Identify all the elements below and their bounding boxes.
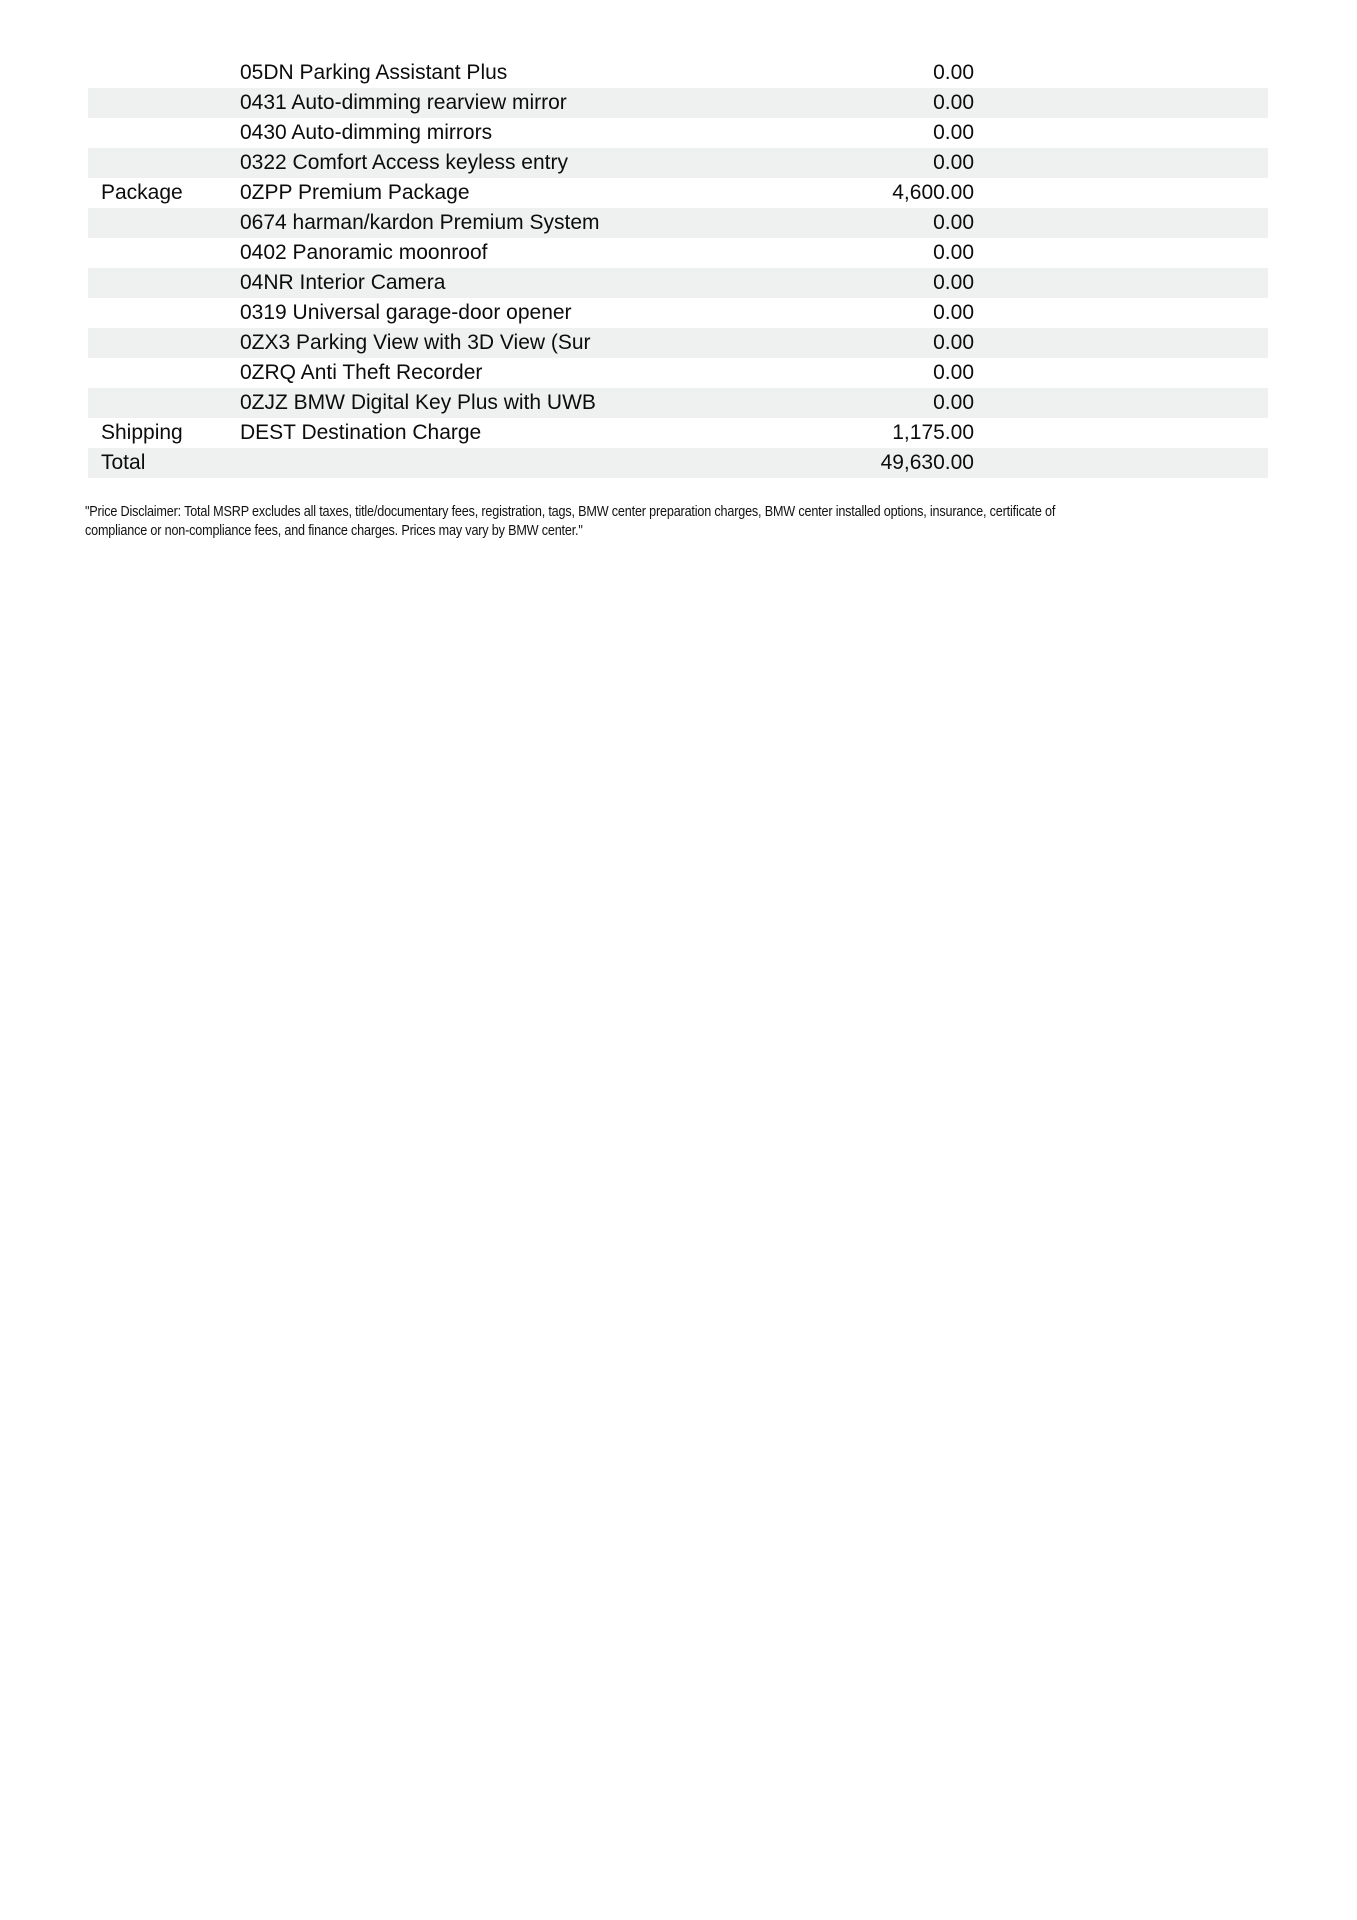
row-category-label: Total (101, 451, 146, 474)
row-price-value: 1,175.00 (892, 421, 974, 444)
pricing-table: 05DN Parking Assistant Plus 0.00 0431 Au… (88, 58, 1268, 478)
table-row: Package 0ZPP Premium Package 4,600.00 (88, 178, 1268, 208)
row-price-value: 0.00 (933, 361, 974, 384)
row-item-description: DEST Destination Charge (240, 421, 482, 444)
table-row: 0430 Auto-dimming mirrors 0.00 (88, 118, 1268, 148)
row-price-value: 0.00 (933, 331, 974, 354)
row-item-description: 0ZRQ Anti Theft Recorder (240, 361, 483, 384)
table-row: 0ZX3 Parking View with 3D View (Sur 0.00 (88, 328, 1268, 358)
row-item-description: 0ZJZ BMW Digital Key Plus with UWB (240, 391, 596, 414)
row-category-label: Package (101, 181, 183, 204)
row-price-value: 0.00 (933, 391, 974, 414)
disclaimer-line-2: compliance or non-compliance fees, and f… (85, 523, 583, 539)
row-price-value: 0.00 (933, 301, 974, 324)
row-category-label: Shipping (101, 421, 183, 444)
table-row: 0322 Comfort Access keyless entry 0.00 (88, 148, 1268, 178)
row-price-value: 0.00 (933, 241, 974, 264)
row-price-value: 49,630.00 (880, 451, 974, 474)
table-row: 04NR Interior Camera 0.00 (88, 268, 1268, 298)
table-row: 0431 Auto-dimming rearview mirror 0.00 (88, 88, 1268, 118)
table-row: Total 49,630.00 (88, 448, 1268, 478)
price-disclaimer: "Price Disclaimer: Total MSRP excludes a… (85, 503, 1355, 541)
row-item-description: 0402 Panoramic moonroof (240, 241, 488, 264)
table-row: 0ZRQ Anti Theft Recorder 0.00 (88, 358, 1268, 388)
table-row: 0319 Universal garage-door opener 0.00 (88, 298, 1268, 328)
row-item-description: 04NR Interior Camera (240, 271, 446, 294)
row-item-description: 0431 Auto-dimming rearview mirror (240, 91, 567, 114)
table-row: Shipping DEST Destination Charge 1,175.0… (88, 418, 1268, 448)
table-row: 0674 harman/kardon Premium System 0.00 (88, 208, 1268, 238)
row-price-value: 0.00 (933, 121, 974, 144)
row-price-value: 0.00 (933, 91, 974, 114)
row-item-description: 05DN Parking Assistant Plus (240, 61, 508, 84)
row-item-description: 0430 Auto-dimming mirrors (240, 121, 493, 144)
table-row: 0ZJZ BMW Digital Key Plus with UWB 0.00 (88, 388, 1268, 418)
row-item-description: 0ZX3 Parking View with 3D View (Sur (240, 331, 591, 354)
row-item-description: 0322 Comfort Access keyless entry (240, 151, 568, 174)
table-row: 05DN Parking Assistant Plus 0.00 (88, 58, 1268, 88)
row-price-value: 0.00 (933, 151, 974, 174)
row-price-value: 0.00 (933, 211, 974, 234)
disclaimer-line-1: "Price Disclaimer: Total MSRP excludes a… (85, 504, 1056, 520)
row-item-description: 0674 harman/kardon Premium System (240, 211, 600, 234)
row-price-value: 0.00 (933, 271, 974, 294)
row-price-value: 0.00 (933, 61, 974, 84)
row-item-description: 0ZPP Premium Package (240, 181, 470, 204)
row-item-description: 0319 Universal garage-door opener (240, 301, 572, 324)
table-row: 0402 Panoramic moonroof 0.00 (88, 238, 1268, 268)
row-price-value: 4,600.00 (892, 181, 974, 204)
